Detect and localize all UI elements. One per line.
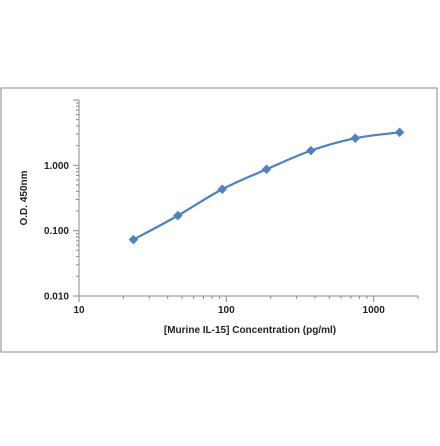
data-point-marker xyxy=(350,133,361,144)
y-tick-label: 1.000 xyxy=(44,161,69,172)
y-axis-title: O.D. 450nm xyxy=(19,170,30,225)
y-tick-label: 0.010 xyxy=(44,292,69,303)
axes: 0.010 0.100 1.000 10 100 1000 xyxy=(44,99,419,316)
x-tick-label: 1000 xyxy=(363,305,386,316)
chart-border xyxy=(0,87,438,353)
data-point-marker xyxy=(306,145,316,156)
data-point-marker xyxy=(128,234,139,245)
data-point-marker xyxy=(261,164,272,175)
x-tick-label: 10 xyxy=(73,305,85,316)
data-point-marker xyxy=(217,184,228,195)
data-point-marker xyxy=(394,127,405,138)
series-layer xyxy=(128,127,405,245)
x-tick-label: 100 xyxy=(218,305,235,316)
y-tick-label: 0.100 xyxy=(44,226,69,237)
data-point-marker xyxy=(173,210,183,221)
x-axis-title: [Murine IL-15] Concentration (pg/ml) xyxy=(164,325,336,336)
